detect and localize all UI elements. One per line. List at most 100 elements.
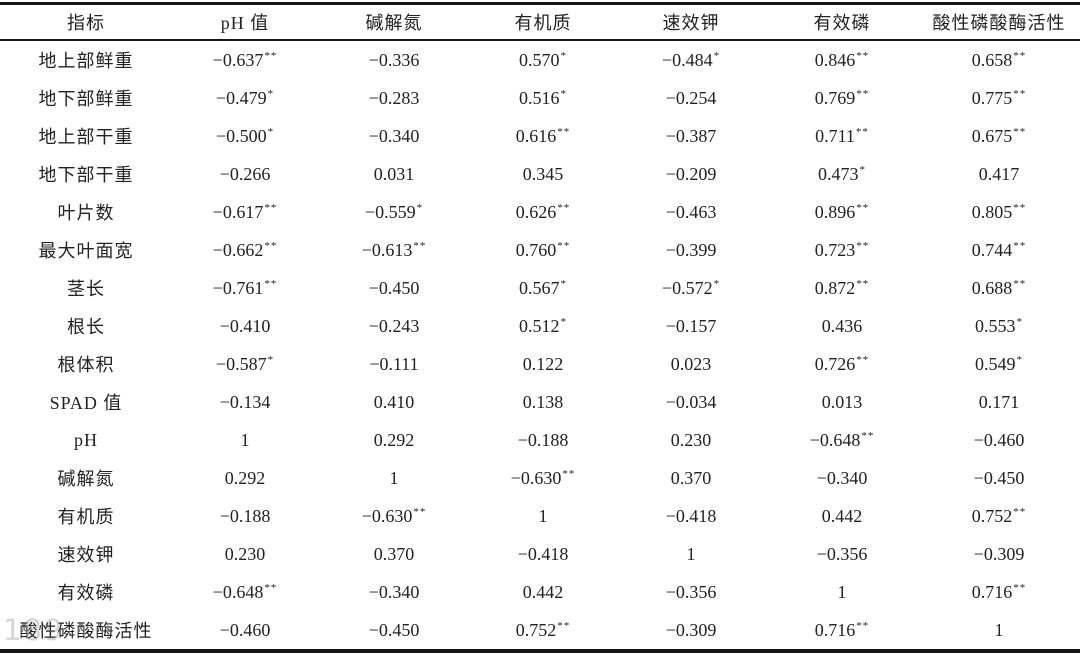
significance-marker: *	[560, 315, 567, 328]
correlation-cell: −0.418	[665, 505, 717, 526]
correlation-cell: 0.031	[373, 163, 415, 184]
significance-marker: *	[416, 201, 424, 214]
table-row: 地下部干重 −0.266 0.031 0.345 −0.209 0.473* 0.417	[0, 155, 1080, 193]
row-label: 有效磷	[57, 583, 115, 603]
significance-marker: **	[557, 619, 571, 632]
table-row: 速效钾 0.230 0.370 −0.418 1 −0.356 −0.309	[0, 535, 1080, 573]
row-label: 碱解氮	[57, 469, 115, 489]
significance-marker: **	[1013, 125, 1027, 138]
correlation-cell: −0.336	[368, 49, 420, 70]
table-row: 地上部鲜重 −0.637** −0.336 0.570* −0.484* 0.846** 0…	[0, 40, 1080, 79]
column-header: 指标	[0, 3, 172, 41]
row-label: 地下部鲜重	[38, 89, 134, 109]
significance-marker: *	[267, 353, 275, 366]
table-row: 地下部鲜重 −0.479* −0.283 0.516* −0.254 0.769** 0.7…	[0, 79, 1080, 117]
table-row: 茎长 −0.761** −0.450 0.567* −0.572* 0.872** 0.68…	[0, 269, 1080, 307]
significance-marker: **	[856, 201, 870, 214]
correlation-cell: 0.442	[821, 505, 863, 526]
correlation-cell: 0.769**	[814, 87, 870, 108]
correlation-cell: −0.418	[517, 543, 569, 564]
table-body: 地上部鲜重 −0.637** −0.336 0.570* −0.484* 0.846** 0…	[0, 40, 1080, 651]
significance-marker: **	[557, 201, 571, 214]
correlation-cell: 0.726**	[814, 353, 870, 374]
correlation-cell: 0.549*	[975, 353, 1023, 374]
correlation-cell: 0.292	[373, 429, 415, 450]
table-row: 地上部干重 −0.500* −0.340 0.616** −0.387 0.711** 0.…	[0, 117, 1080, 155]
correlation-cell: −0.761**	[212, 277, 278, 298]
correlation-cell: 0.553*	[975, 315, 1023, 336]
row-label: 地上部鲜重	[38, 51, 134, 71]
significance-marker: **	[856, 239, 870, 252]
correlation-cell: −0.460	[219, 619, 271, 640]
correlation-cell: −0.648**	[212, 581, 278, 602]
column-header: 速效钾	[616, 3, 766, 41]
correlation-cell: −0.157	[665, 315, 717, 336]
row-label: 茎长	[67, 279, 105, 299]
table-row: 根体积 −0.587* −0.111 0.122 0.023 0.726** 0.549*	[0, 345, 1080, 383]
correlation-cell: 0.230	[670, 429, 712, 450]
significance-marker: *	[560, 277, 567, 290]
table-row: SPAD 值 −0.134 0.410 0.138 −0.034 0.013 0.171	[0, 383, 1080, 421]
row-label: 叶片数	[57, 203, 115, 223]
correlation-cell: −0.630**	[361, 505, 427, 526]
correlation-cell: −0.356	[816, 543, 868, 564]
correlation-cell: 0.292	[224, 467, 266, 488]
correlation-cell: 1	[240, 429, 250, 450]
correlation-cell: −0.188	[219, 505, 271, 526]
row-label: 根体积	[57, 355, 115, 375]
correlation-cell: −0.637**	[212, 49, 278, 70]
correlation-cell: 0.023	[670, 353, 712, 374]
correlation-cell: 0.775**	[971, 87, 1027, 108]
significance-marker: **	[855, 125, 869, 138]
significance-marker: **	[562, 467, 576, 480]
correlation-cell: −0.387	[665, 125, 717, 146]
correlation-cell: 0.723**	[814, 239, 870, 260]
table-row: pH 1 0.292 −0.188 0.230 −0.648** −0.460	[0, 421, 1080, 459]
significance-marker: **	[557, 125, 571, 138]
significance-marker: **	[1013, 505, 1027, 518]
table-row: 叶片数 −0.617** −0.559* 0.626** −0.463 0.896** 0.…	[0, 193, 1080, 231]
column-header: 有效磷	[766, 3, 918, 41]
column-header: 酸性磷酸酶活性	[918, 3, 1080, 41]
correlation-cell: 0.512*	[519, 315, 567, 336]
correlation-cell: 0.370	[670, 467, 712, 488]
significance-marker: **	[1013, 87, 1027, 100]
significance-marker: *	[267, 87, 275, 100]
correlation-cell: 1	[538, 505, 548, 526]
correlation-cell: −0.572*	[661, 277, 721, 298]
significance-marker: **	[856, 277, 870, 290]
correlation-cell: −0.209	[665, 163, 717, 184]
correlation-cell: −0.587*	[215, 353, 275, 374]
correlation-cell: 0.896**	[814, 201, 870, 222]
significance-marker: **	[264, 581, 278, 594]
significance-marker: *	[560, 49, 567, 62]
table-row: 最大叶面宽 −0.662** −0.613** 0.760** −0.399 0.723*…	[0, 231, 1080, 269]
correlation-cell: −0.034	[665, 391, 717, 412]
correlation-cell: −0.484*	[661, 49, 721, 70]
row-label: 有机质	[57, 507, 115, 527]
correlation-cell: −0.283	[368, 87, 420, 108]
correlation-cell: −0.410	[219, 315, 271, 336]
column-header: 有机质	[470, 3, 616, 41]
significance-marker: *	[859, 163, 866, 176]
correlation-cell: 0.760**	[515, 239, 571, 260]
correlation-cell: 0.171	[978, 391, 1020, 412]
significance-marker: **	[1013, 277, 1027, 290]
table-row: 酸性磷酸酶活性 −0.460 −0.450 0.752** −0.309 0.716** 1	[0, 611, 1080, 651]
significance-marker: *	[713, 277, 721, 290]
significance-marker: **	[856, 353, 870, 366]
significance-marker: **	[264, 201, 278, 214]
correlation-cell: −0.188	[517, 429, 569, 450]
correlation-cell: 0.626**	[515, 201, 571, 222]
correlation-cell: 0.410	[373, 391, 415, 412]
correlation-cell: 0.752**	[971, 505, 1027, 526]
correlation-cell: −0.613**	[361, 239, 427, 260]
significance-marker: **	[557, 239, 571, 252]
correlation-cell: 0.872**	[814, 277, 870, 298]
significance-marker: **	[1013, 581, 1027, 594]
correlation-cell: −0.111	[369, 353, 419, 374]
significance-marker: **	[264, 239, 278, 252]
correlation-cell: 0.846**	[814, 49, 870, 70]
correlation-cell: 0.138	[522, 391, 564, 412]
